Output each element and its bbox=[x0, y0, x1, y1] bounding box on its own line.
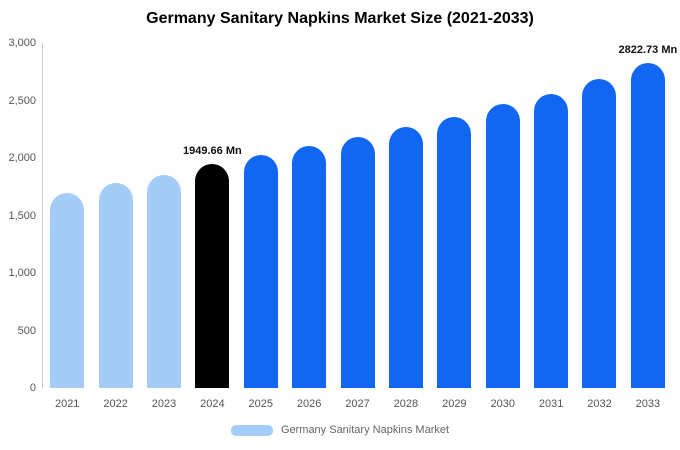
bar-slot bbox=[430, 43, 478, 388]
x-label-2021: 2021 bbox=[54, 398, 80, 410]
bar-value-label-2033: 2822.73 Mn bbox=[618, 44, 678, 57]
y-axis-labels: 3,000 2,500 2,000 1,500 1,000 500 0 bbox=[0, 37, 36, 394]
x-label-2033: 2033 bbox=[635, 398, 661, 410]
legend-label: Germany Sanitary Napkins Market bbox=[280, 424, 450, 436]
bar-slot bbox=[479, 43, 527, 388]
legend-swatch bbox=[230, 424, 273, 436]
bar-2033 bbox=[630, 63, 665, 388]
bar-2022 bbox=[98, 183, 133, 388]
x-label-2030: 2030 bbox=[490, 398, 515, 410]
x-axis-labels: 2021 2022 2023 2024 2025 2026 2027 2028 2029 2030… bbox=[43, 398, 672, 410]
bar-slot bbox=[333, 43, 381, 388]
y-tick-label: 2,000 bbox=[8, 152, 36, 164]
x-label-2027: 2027 bbox=[345, 398, 370, 410]
x-label-2024: 2024 bbox=[200, 398, 225, 410]
bar-slot bbox=[237, 43, 285, 388]
x-label-2029: 2029 bbox=[442, 398, 467, 410]
x-label-2032: 2032 bbox=[587, 398, 612, 410]
bar-2024 bbox=[195, 163, 230, 388]
x-label-2025: 2025 bbox=[248, 398, 273, 410]
bar-2028 bbox=[388, 126, 423, 388]
bar-2026 bbox=[292, 145, 327, 388]
y-tick-label: 1,000 bbox=[8, 267, 36, 279]
y-tick-label: 1,500 bbox=[8, 209, 36, 222]
bar-slot: 1949.66 Mn bbox=[183, 43, 242, 388]
x-label-2031: 2031 bbox=[538, 398, 564, 410]
y-tick-label: 500 bbox=[17, 324, 36, 337]
bar-2032 bbox=[582, 79, 617, 388]
bar-slot bbox=[382, 43, 430, 388]
bar-2023 bbox=[146, 175, 181, 388]
plot-area: 1949.66 Mn 2822.73 Mn bbox=[43, 43, 677, 388]
bar-2029 bbox=[437, 116, 472, 388]
bar-slot bbox=[140, 43, 188, 388]
bar-2030 bbox=[485, 103, 520, 388]
bar-slot bbox=[43, 43, 91, 388]
x-label-2023: 2023 bbox=[151, 398, 177, 410]
bar-2031 bbox=[534, 93, 569, 388]
legend: Germany Sanitary Napkins Market bbox=[0, 424, 680, 436]
bar-2027 bbox=[340, 136, 375, 388]
bar-slot bbox=[527, 43, 575, 388]
x-label-2022: 2022 bbox=[103, 398, 128, 410]
bar-value-label-2024: 1949.66 Mn bbox=[183, 144, 242, 157]
y-tick-label: 0 bbox=[29, 382, 36, 394]
bar-2021 bbox=[50, 192, 85, 388]
y-tick-label: 2,500 bbox=[8, 94, 36, 107]
bar-slot bbox=[91, 43, 139, 388]
x-label-2026: 2026 bbox=[296, 398, 322, 410]
bar-slot bbox=[575, 43, 623, 388]
x-label-2028: 2028 bbox=[393, 398, 419, 410]
bar-2025 bbox=[243, 155, 278, 388]
bar-slot bbox=[285, 43, 333, 388]
y-tick-label: 3,000 bbox=[8, 37, 36, 49]
bar-slot: 2822.73 Mn bbox=[619, 43, 677, 388]
y-axis-line bbox=[42, 43, 43, 388]
chart-title: Germany Sanitary Napkins Market Size (20… bbox=[146, 10, 534, 27]
